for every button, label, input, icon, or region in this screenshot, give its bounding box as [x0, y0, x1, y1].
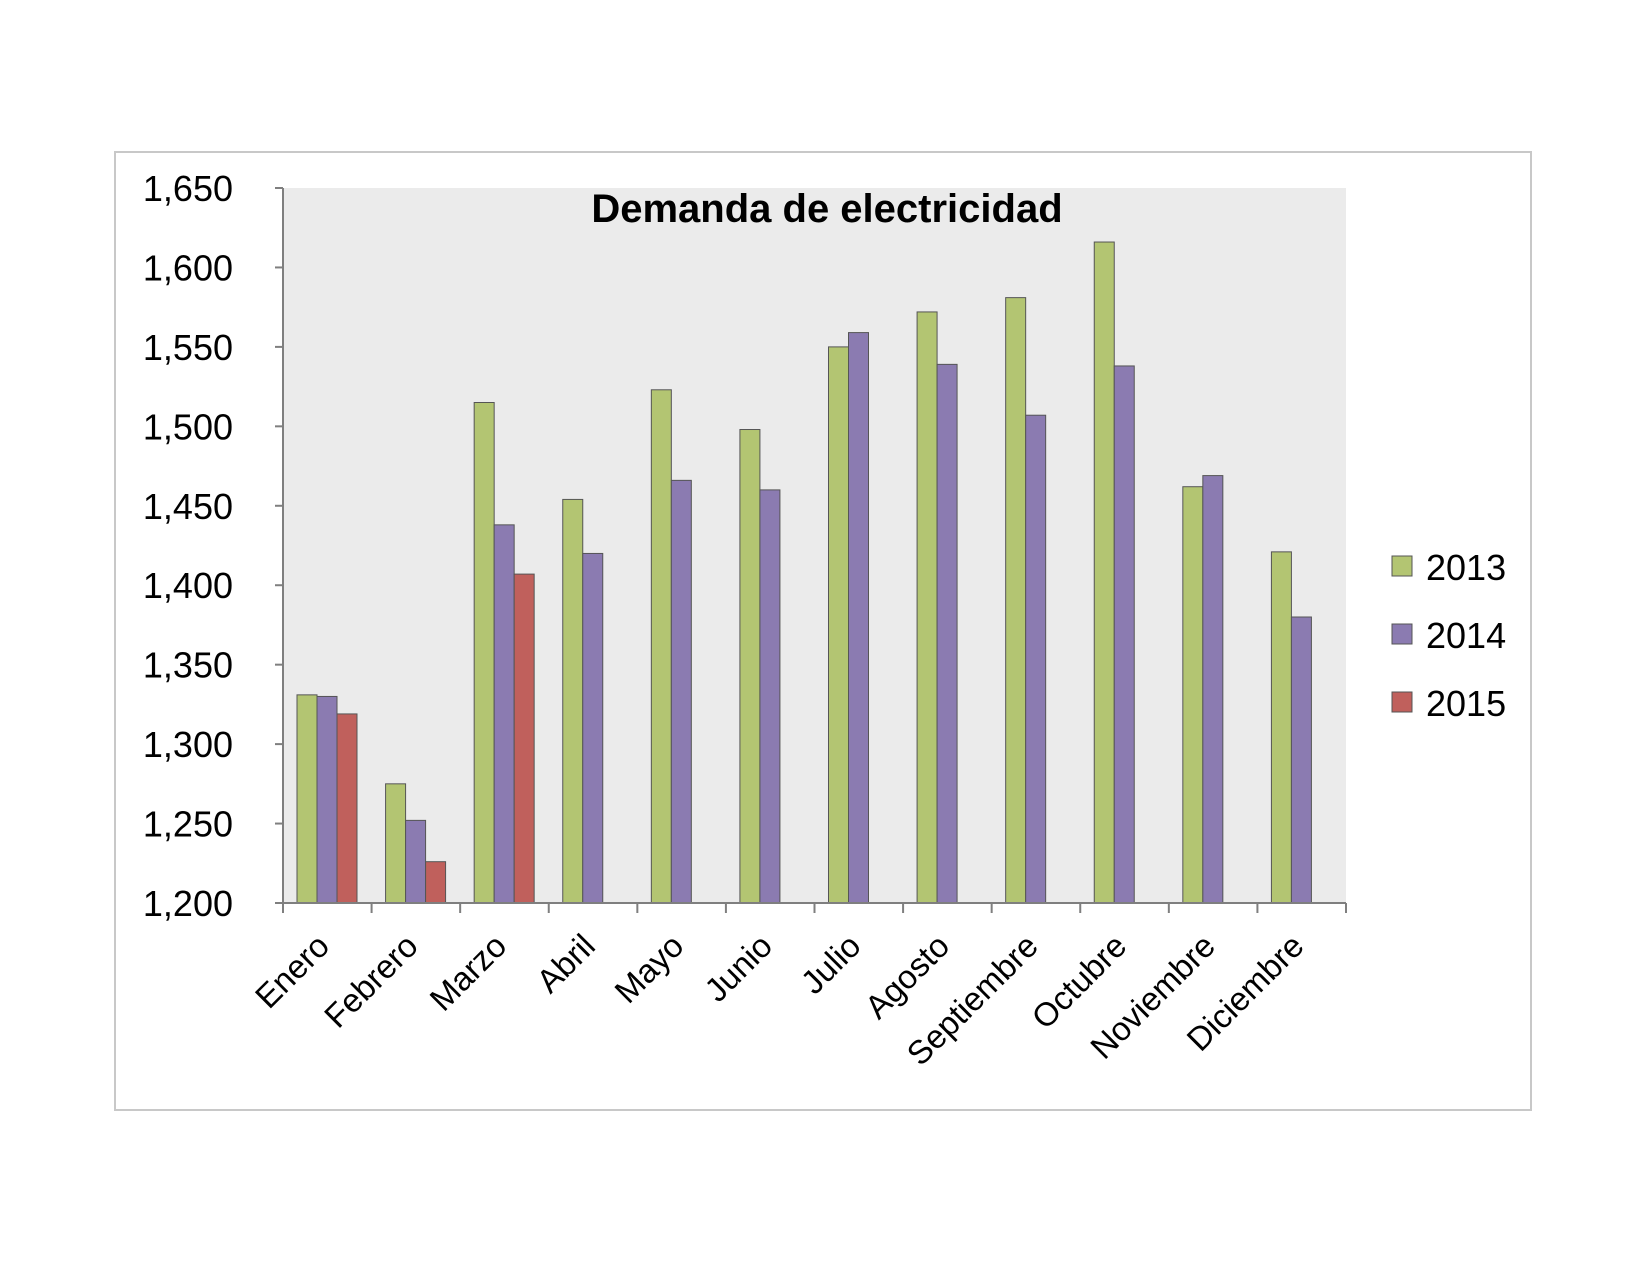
legend-label-2013: 2013 — [1426, 547, 1506, 588]
bars-group — [296, 241, 1312, 904]
bar-2013-mayo — [650, 389, 672, 904]
bar-2013-enero — [296, 694, 318, 904]
x-tick-label-junio: Junio — [697, 927, 779, 1009]
bar-2013-marzo — [473, 402, 495, 904]
y-tick-label: 1,200 — [143, 883, 233, 924]
bar-2015-marzo — [513, 573, 535, 904]
y-tick-label: 1,250 — [143, 804, 233, 845]
bar-2014-abril — [582, 552, 604, 904]
bar-2013-junio — [739, 429, 761, 904]
legend-swatch-2013 — [1391, 555, 1413, 577]
bar-2013-julio — [828, 346, 849, 904]
bar-2014-diciembre — [1290, 616, 1312, 904]
bar-2014-enero — [316, 695, 338, 904]
bar-2014-febrero — [405, 819, 427, 904]
bar-2014-octubre — [1113, 365, 1135, 904]
bar-2013-abril — [562, 498, 584, 904]
legend-label-2014: 2014 — [1426, 615, 1506, 656]
bar-2013-septiembre — [1005, 297, 1027, 904]
bar-2013-febrero — [385, 783, 407, 904]
legend-label-2015: 2015 — [1426, 683, 1506, 724]
x-tick-label-marzo: Marzo — [422, 927, 513, 1018]
bar-2013-octubre — [1093, 241, 1115, 904]
bar-2014-noviembre — [1202, 475, 1224, 904]
bar-2015-enero — [336, 713, 358, 904]
bar-2014-junio — [759, 489, 781, 904]
y-tick-label: 1,550 — [143, 327, 233, 368]
bar-2014-agosto — [936, 363, 958, 904]
bar-2015-febrero — [425, 861, 447, 904]
bar-2013-diciembre — [1270, 551, 1292, 904]
chart-title: Demanda de electricidad — [591, 187, 1062, 231]
y-tick-label: 1,300 — [143, 724, 233, 765]
plot-area — [283, 188, 1346, 903]
y-tick-label: 1,400 — [143, 565, 233, 606]
bar-2013-noviembre — [1182, 486, 1204, 904]
bar-2014-septiembre — [1025, 414, 1047, 904]
y-tick-label: 1,450 — [143, 486, 233, 527]
legend: 2013 2014 2015 — [1391, 547, 1506, 724]
legend-swatch-2015 — [1391, 691, 1413, 713]
x-tick-label-febrero: Febrero — [317, 927, 425, 1035]
y-tick-label: 1,650 — [143, 168, 233, 209]
y-tick-label: 1,350 — [143, 645, 233, 686]
x-tick-label-mayo: Mayo — [607, 927, 690, 1010]
x-tick-label-abril: Abril — [529, 927, 602, 1000]
y-tick-label: 1,600 — [143, 247, 233, 288]
y-tick-label: 1,500 — [143, 406, 233, 447]
bar-2014-julio — [848, 332, 869, 904]
bar-2014-mayo — [670, 479, 692, 904]
legend-swatch-2014 — [1391, 623, 1413, 645]
bar-2013-agosto — [916, 311, 938, 904]
bar-2014-marzo — [493, 524, 515, 904]
x-tick-label-julio: Julio — [794, 927, 868, 1001]
